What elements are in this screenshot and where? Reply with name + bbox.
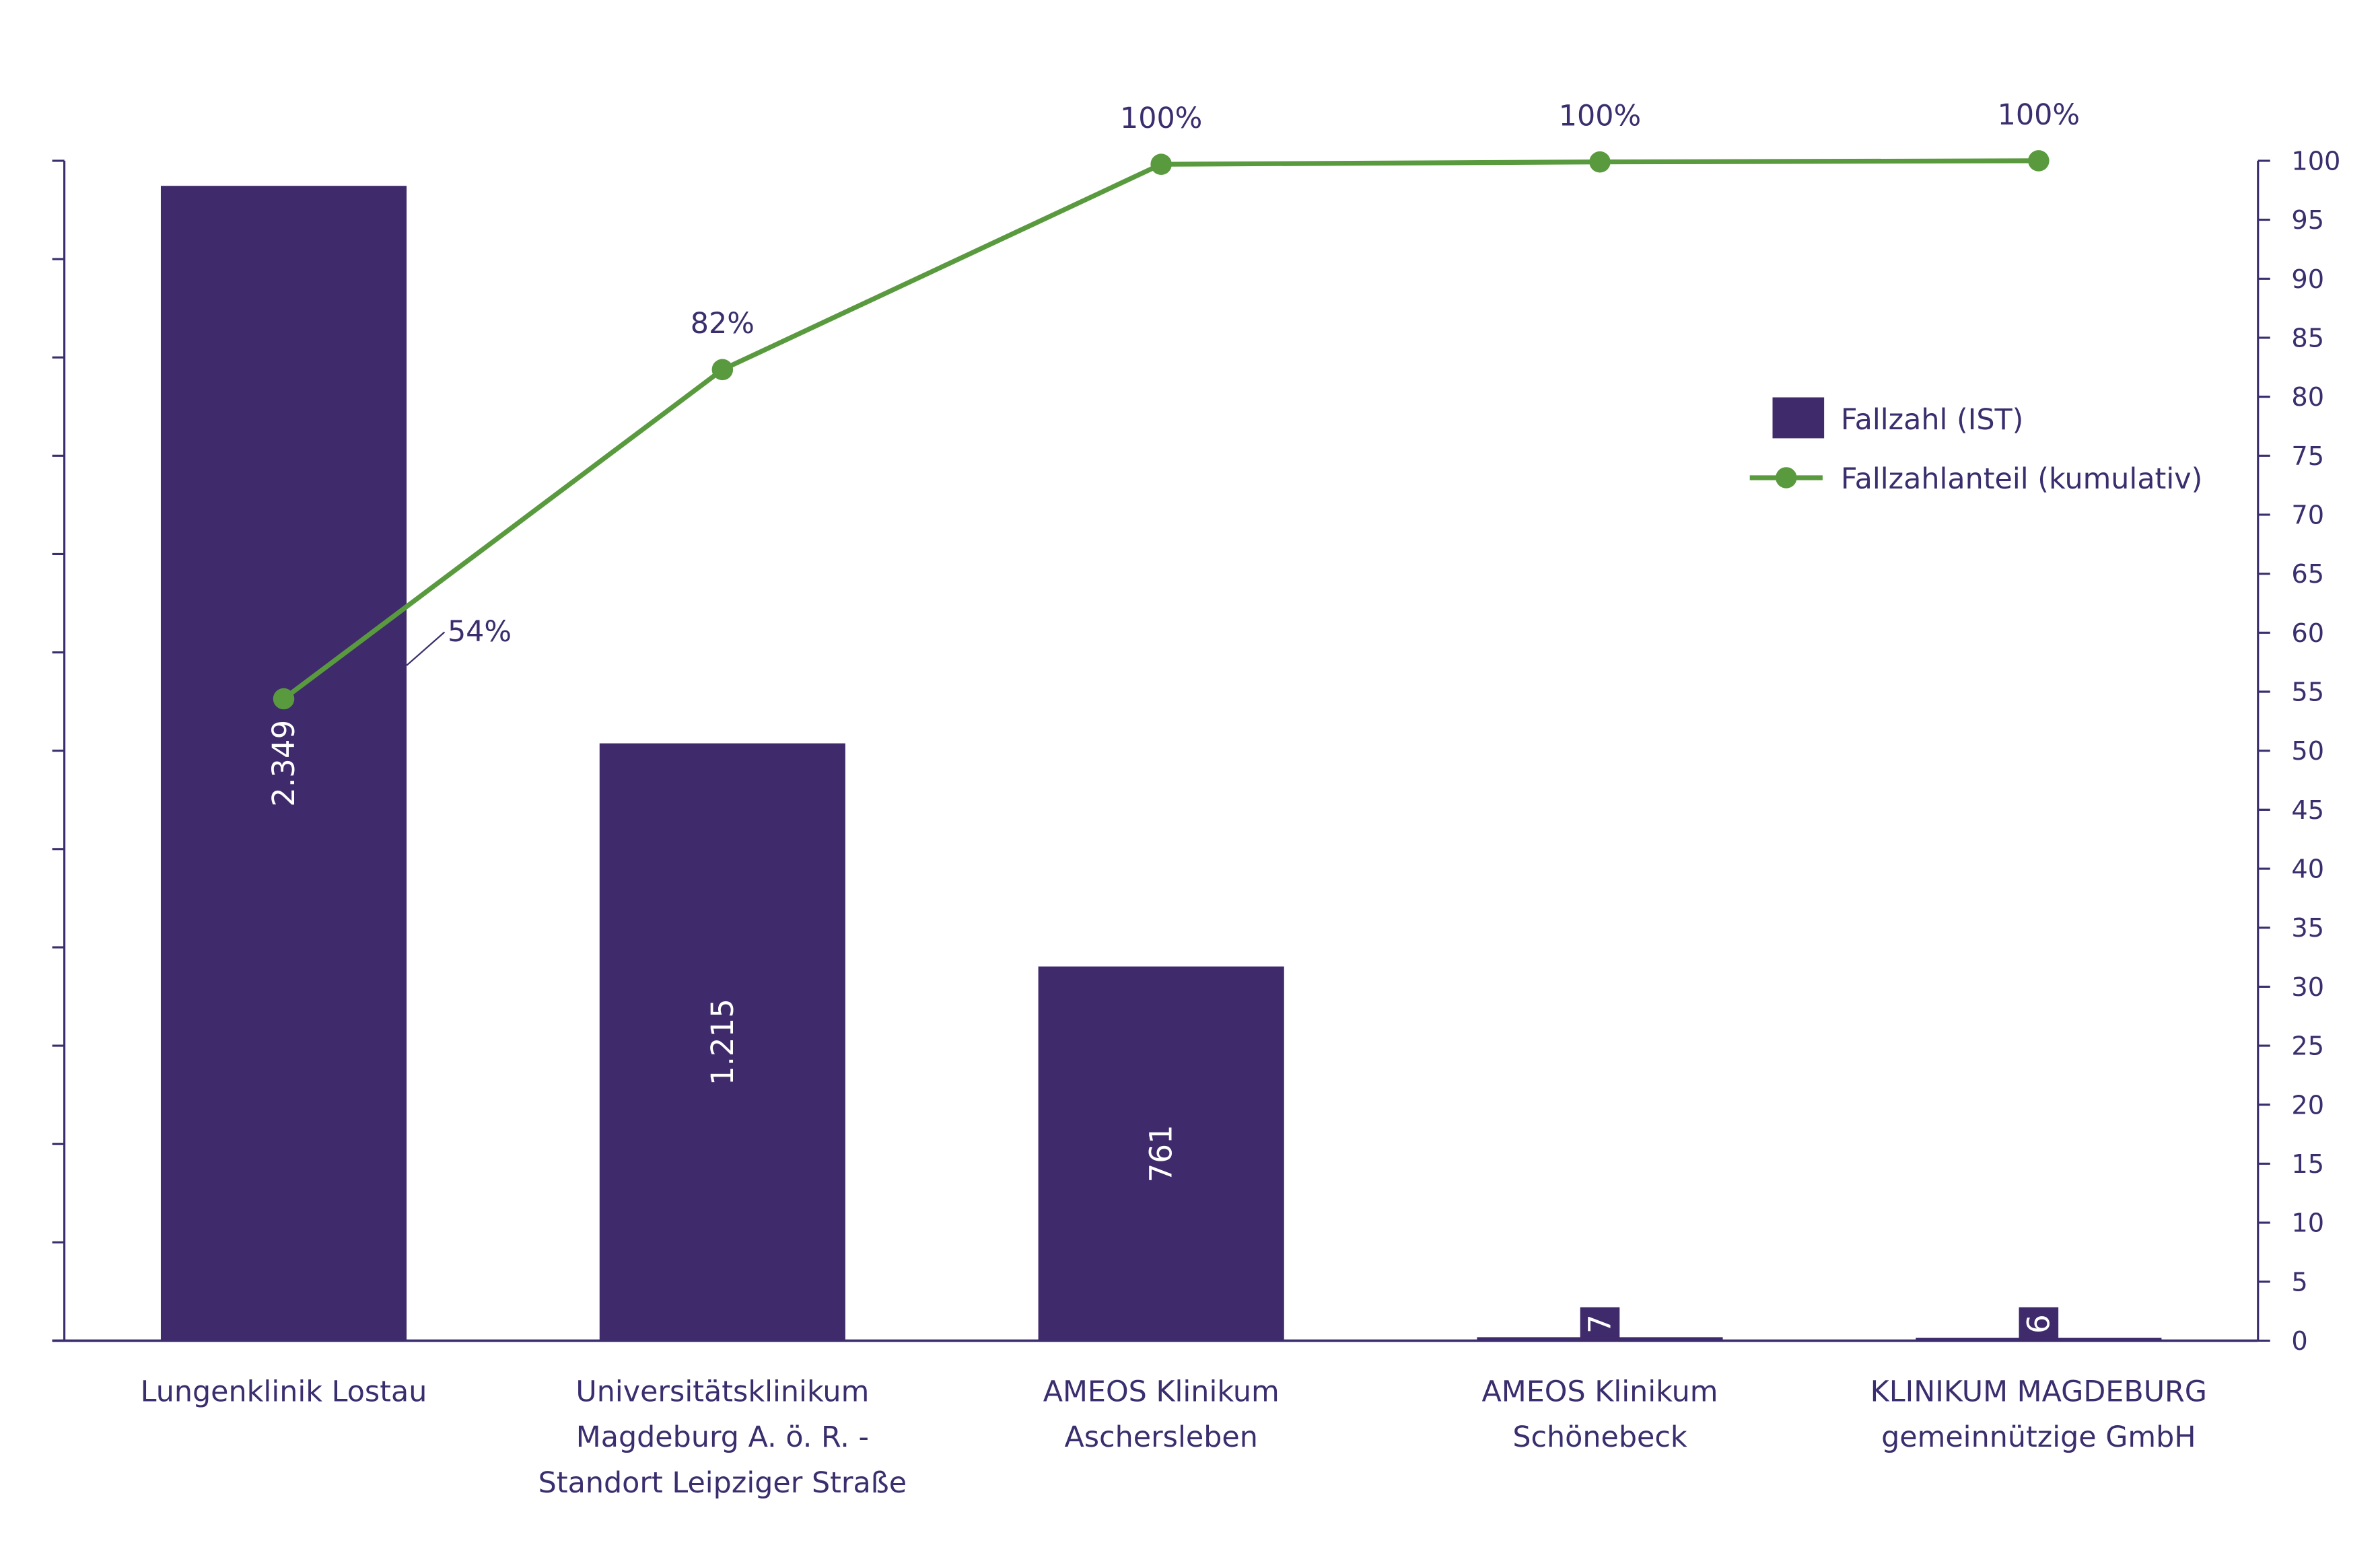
bar-value-label-box <box>2019 1307 2059 1341</box>
y-right-tick-label: 50 <box>2291 736 2324 766</box>
y-right-tick-label: 90 <box>2291 264 2324 295</box>
line-value-label: 54% <box>448 615 512 649</box>
y-right-tick-label: 70 <box>2291 500 2324 530</box>
legend-swatch-marker <box>1776 467 1797 489</box>
y-right-tick-label: 55 <box>2291 678 2324 708</box>
y-right-tick-label: 80 <box>2291 382 2324 412</box>
y-right-tick-label: 40 <box>2291 855 2324 885</box>
legend-swatch-bar <box>1772 397 1825 439</box>
y-right-tick-label: 0 <box>2291 1326 2307 1357</box>
line-point <box>273 688 295 710</box>
y-right-tick-label: 10 <box>2291 1208 2324 1239</box>
line-point <box>711 359 734 381</box>
y-right-tick-label: 75 <box>2291 441 2324 472</box>
line-point <box>2028 150 2050 172</box>
y-right-tick-label: 65 <box>2291 559 2324 589</box>
x-tick-label: Universitätsklinikum <box>575 1375 869 1409</box>
line-point <box>1589 151 1611 173</box>
line-value-label: 100% <box>1998 98 2080 132</box>
y-right-tick-label: 95 <box>2291 205 2324 236</box>
x-tick-label: Standort Leipziger Straße <box>538 1466 907 1500</box>
x-tick-label: Lungenklinik Lostau <box>141 1375 427 1409</box>
y-right-tick-label: 5 <box>2291 1267 2307 1297</box>
y-right-tick-label: 20 <box>2291 1090 2324 1120</box>
y-right-tick-label: 35 <box>2291 913 2324 943</box>
x-tick-label: gemeinnützige GmbH <box>1881 1420 2196 1454</box>
bar-value-label: 7 <box>1582 1314 1618 1334</box>
y-right-tick-label: 60 <box>2291 618 2324 649</box>
x-tick-label: Magdeburg A. ö. R. - <box>576 1420 869 1454</box>
legend-label-bar: Fallzahl (IST) <box>1841 403 2023 437</box>
y-right-tick-label: 30 <box>2291 972 2324 1003</box>
bar <box>160 186 407 1341</box>
y-right-tick-label: 45 <box>2291 795 2324 826</box>
legend-label-line: Fallzahlanteil (kumulativ) <box>1841 462 2202 496</box>
bar-value-label: 2.349 <box>266 720 302 807</box>
bar <box>1038 966 1284 1341</box>
bar <box>599 743 845 1341</box>
line-value-label: 100% <box>1559 100 1641 133</box>
y-right-tick-label: 100 <box>2291 146 2340 176</box>
x-tick-label: Aschersleben <box>1064 1420 1257 1454</box>
x-tick-label: KLINIKUM MAGDEBURG <box>1870 1375 2207 1409</box>
bar-value-label: 1.215 <box>705 999 740 1085</box>
x-tick-label: Schönebeck <box>1512 1420 1687 1454</box>
y-right-tick-label: 85 <box>2291 323 2324 353</box>
line-point <box>1150 153 1172 175</box>
y-right-tick-label: 15 <box>2291 1149 2324 1180</box>
y-right-tick-label: 25 <box>2291 1032 2324 1062</box>
line-value-label: 82% <box>691 307 755 340</box>
x-tick-label: AMEOS Klinikum <box>1482 1375 1718 1409</box>
bar-value-label-box <box>1580 1307 1620 1341</box>
bar-value-label: 6 <box>2021 1314 2056 1334</box>
bar-value-label: 761 <box>1144 1124 1179 1182</box>
leader-line <box>406 631 446 666</box>
x-tick-label: AMEOS Klinikum <box>1043 1375 1280 1409</box>
line-value-label: 100% <box>1120 102 1202 135</box>
